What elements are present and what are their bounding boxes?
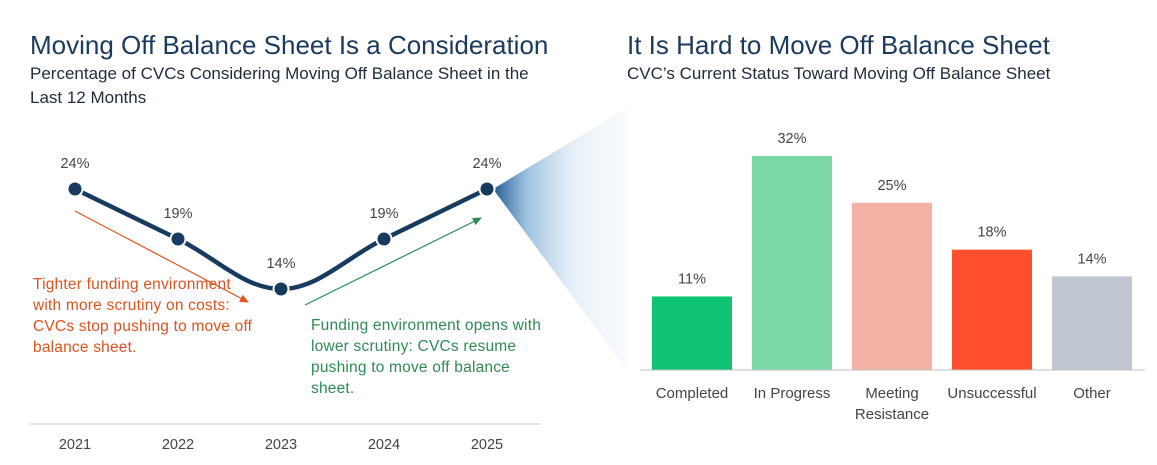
bar-meeting-resistance	[852, 202, 932, 370]
line-point-2024	[375, 230, 393, 248]
line-point-2023	[272, 280, 290, 298]
line-data-label-2023: 14%	[266, 256, 295, 272]
line-point-2022	[169, 230, 187, 248]
line-data-label-2024: 19%	[369, 206, 398, 222]
line-data-label-2025: 24%	[472, 156, 501, 172]
right-chart-subtitle: CVC’s Current Status Toward Moving Off B…	[627, 64, 1051, 83]
bar-data-label-in-progress: 32%	[777, 131, 806, 147]
left-chart-title: Moving Off Balance Sheet Is a Considerat…	[30, 30, 549, 60]
line-data-label-2021: 24%	[60, 156, 89, 172]
bar-data-label-unsuccessful: 18%	[977, 225, 1006, 241]
bar-data-label-other: 14%	[1077, 251, 1106, 267]
bar-category-label-meeting-resistance: Meeting Resistance	[855, 385, 929, 423]
line-point-2025	[478, 180, 496, 198]
left-chart-subtitle: Percentage of CVCs Considering Moving Of…	[30, 64, 529, 107]
bar-in-progress	[752, 156, 832, 370]
decline-arrow	[74, 210, 249, 303]
line-data-label-2022: 19%	[163, 206, 192, 222]
bar-category-label-completed: Completed	[656, 385, 729, 402]
bar-other	[1052, 276, 1132, 370]
right-chart-title: It Is Hard to Move Off Balance Sheet	[627, 30, 1050, 60]
bar-category-label-other: Other	[1073, 385, 1111, 402]
x-tick-label-2022: 2022	[162, 437, 194, 453]
x-tick-label-2023: 2023	[265, 437, 297, 453]
x-tick-label-2025: 2025	[471, 437, 503, 453]
bar-completed	[652, 296, 732, 370]
x-tick-label-2024: 2024	[368, 437, 400, 453]
annotation-rise: Funding environment opens with lower scr…	[311, 317, 542, 397]
bar-data-label-meeting-resistance: 25%	[877, 178, 906, 194]
rise-arrow	[304, 217, 482, 306]
bar-unsuccessful	[952, 249, 1032, 370]
line-point-2021	[66, 180, 84, 198]
bar-category-label-unsuccessful: Unsuccessful	[947, 385, 1036, 402]
annotation-decline: Tighter funding environment with more sc…	[33, 276, 253, 356]
zoom-callout	[493, 108, 627, 370]
x-tick-label-2021: 2021	[59, 437, 91, 453]
bar-data-label-completed: 11%	[678, 271, 706, 287]
bar-category-label-in-progress: In Progress	[754, 385, 831, 402]
